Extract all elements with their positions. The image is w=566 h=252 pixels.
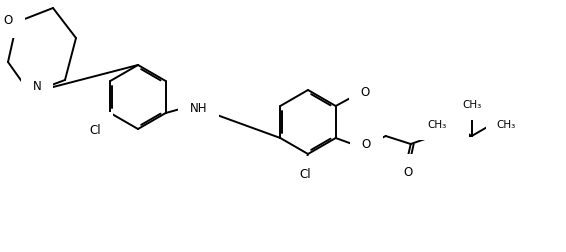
Text: NH: NH [190, 102, 207, 114]
Text: O: O [361, 86, 370, 100]
Text: CH₃: CH₃ [497, 120, 516, 130]
Text: O: O [403, 166, 413, 179]
Text: CH₃: CH₃ [462, 100, 481, 110]
Text: Cl: Cl [299, 168, 311, 181]
Text: Cl: Cl [89, 124, 101, 137]
Text: NH: NH [440, 129, 457, 142]
Text: O: O [362, 139, 371, 151]
Text: N: N [33, 80, 41, 93]
Text: O: O [4, 14, 13, 26]
Text: CH₃: CH₃ [427, 120, 447, 130]
